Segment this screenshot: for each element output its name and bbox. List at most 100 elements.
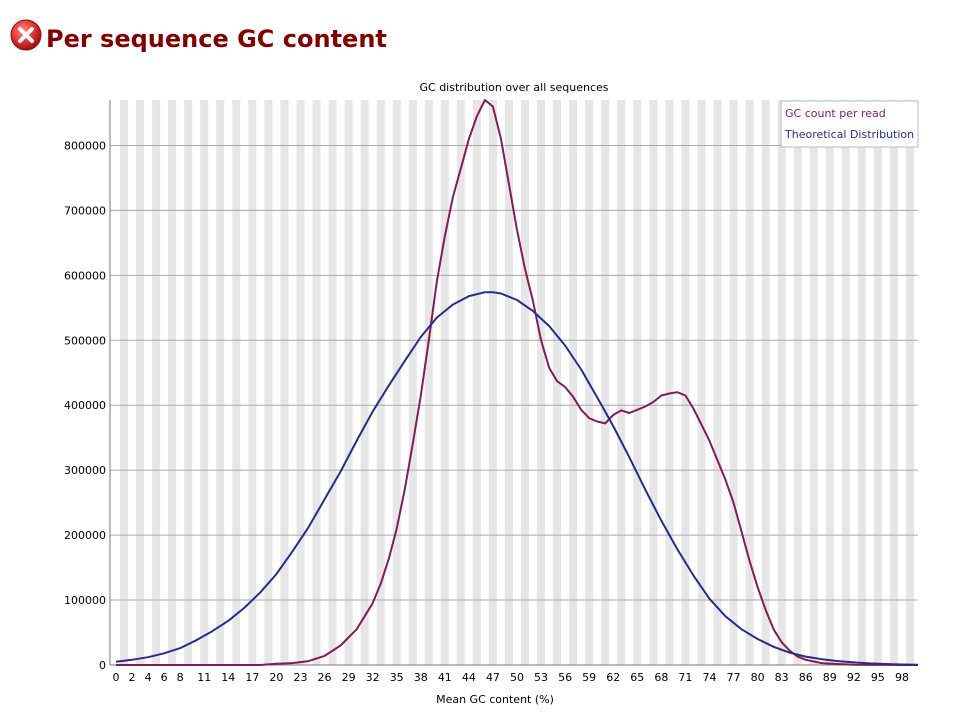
bg-stripe <box>569 100 578 665</box>
bg-stripe <box>312 100 321 665</box>
x-tick-label: 59 <box>582 671 596 684</box>
bg-stripe <box>248 100 257 665</box>
x-tick-label: 68 <box>654 671 668 684</box>
x-tick-label: 98 <box>895 671 909 684</box>
bg-stripe <box>456 100 465 665</box>
bg-stripe <box>841 100 850 665</box>
bg-stripe <box>504 100 513 665</box>
x-tick-label: 17 <box>245 671 259 684</box>
y-tick-label: 800000 <box>64 139 106 152</box>
x-tick-label: 74 <box>702 671 716 684</box>
x-tick-label: 50 <box>510 671 524 684</box>
y-tick-label: 600000 <box>64 269 106 282</box>
bg-stripe <box>184 100 193 665</box>
bg-stripe <box>280 100 289 665</box>
x-tick-label: 44 <box>462 671 476 684</box>
y-tick-label: 0 <box>99 659 106 672</box>
x-axis-label: Mean GC content (%) <box>436 693 554 706</box>
x-tick-label: 23 <box>293 671 307 684</box>
bg-stripe <box>200 100 209 665</box>
x-tick-label: 20 <box>269 671 283 684</box>
x-tick-label: 62 <box>606 671 620 684</box>
theoretical-series-line <box>115 291 919 666</box>
bg-stripe <box>488 100 497 665</box>
bg-stripe <box>873 100 882 665</box>
bg-stripe <box>472 100 481 665</box>
bg-stripe <box>905 100 914 665</box>
background-stripes <box>120 100 914 665</box>
bg-stripe <box>521 100 530 665</box>
x-tick-label: 83 <box>775 671 789 684</box>
x-tick-label: 47 <box>486 671 500 684</box>
x-tick-label: 6 <box>161 671 168 684</box>
bg-stripe <box>697 100 706 665</box>
bg-stripe <box>296 100 305 665</box>
x-tick-label: 4 <box>145 671 152 684</box>
bg-stripe <box>553 100 562 665</box>
bg-stripe <box>424 100 433 665</box>
bg-stripe <box>601 100 610 665</box>
legend-box <box>780 100 919 148</box>
x-tick-label: 35 <box>390 671 404 684</box>
chart-title: GC distribution over all sequences <box>420 81 609 94</box>
bg-stripe <box>809 100 818 665</box>
x-tick-label: 65 <box>630 671 644 684</box>
bg-stripe <box>825 100 834 665</box>
x-tick-label: 32 <box>366 671 380 684</box>
x-tick-label: 56 <box>558 671 572 684</box>
x-tick-label: 86 <box>799 671 813 684</box>
y-tick-label: 500000 <box>64 334 106 347</box>
horizontal-gridlines <box>110 144 918 601</box>
bg-stripe <box>745 100 754 665</box>
bg-stripe <box>136 100 145 665</box>
bg-stripe <box>360 100 369 665</box>
bg-stripe <box>665 100 674 665</box>
x-tick-label: 14 <box>221 671 235 684</box>
x-tick-labels: 0 2 4 6 8 11 14 17 20 23 26 29 32 35 38 41 44 47 50 53 56 59 6… <box>113 671 909 684</box>
x-tick-label: 92 <box>847 671 861 684</box>
bg-stripe <box>216 100 225 665</box>
gc-count-series-line <box>116 99 918 666</box>
y-tick-label: 300000 <box>64 464 106 477</box>
bg-stripe <box>889 100 898 665</box>
bg-stripe <box>857 100 866 665</box>
bg-stripe <box>408 100 417 665</box>
y-tick-label: 400000 <box>64 399 106 412</box>
x-tick-label: 8 <box>177 671 184 684</box>
bg-stripe <box>729 100 738 665</box>
error-x-icon <box>10 19 44 53</box>
x-tick-label: 0 <box>113 671 120 684</box>
bg-stripe <box>264 100 273 665</box>
module-header: Per sequence GC content <box>10 18 387 54</box>
legend-entry: GC count per read <box>785 107 886 120</box>
bg-stripe <box>761 100 770 665</box>
bg-stripe <box>120 100 129 665</box>
bg-stripe <box>392 100 401 665</box>
bg-stripe <box>713 100 722 665</box>
legend-entry: Theoretical Distribution <box>784 128 914 141</box>
chart-legend: GC count per read Theoretical Distributio… <box>780 100 919 148</box>
x-tick-label: 89 <box>823 671 837 684</box>
bg-stripe <box>649 100 658 665</box>
y-tick-label: 200000 <box>64 529 106 542</box>
x-tick-label: 29 <box>342 671 356 684</box>
y-tick-label: 700000 <box>64 204 106 217</box>
bg-stripe <box>440 100 449 665</box>
bg-stripe <box>617 100 626 665</box>
x-tick-label: 2 <box>129 671 136 684</box>
bg-stripe <box>328 100 337 665</box>
x-tick-label: 26 <box>318 671 332 684</box>
bg-stripe <box>777 100 786 665</box>
bg-stripe <box>152 100 161 665</box>
x-tick-label: 80 <box>751 671 765 684</box>
bg-stripe <box>633 100 642 665</box>
x-tick-label: 11 <box>197 671 211 684</box>
y-tick-labels: 0 100000 200000 300000 400000 500000 600000 700… <box>64 139 106 672</box>
x-tick-label: 38 <box>414 671 428 684</box>
module-title: Per sequence GC content <box>46 25 387 53</box>
x-tick-label: 77 <box>727 671 741 684</box>
bg-stripe <box>681 100 690 665</box>
bg-stripe <box>537 100 546 665</box>
bg-stripe <box>168 100 177 665</box>
